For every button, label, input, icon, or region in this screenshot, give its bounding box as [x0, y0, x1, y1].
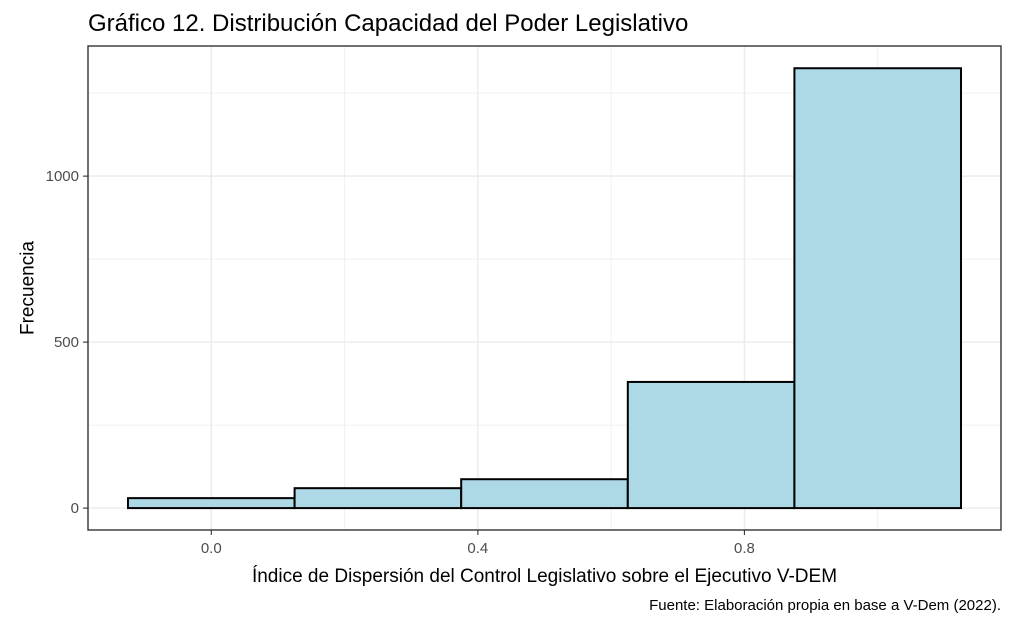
y-tick-label: 500: [54, 334, 79, 351]
histogram-bars: [126, 67, 963, 510]
chart-caption: Fuente: Elaboración propia en base a V-D…: [649, 597, 1001, 614]
axis-ticks: 0.0 0.4 0.8 0 500 1000: [46, 168, 755, 557]
histogram-bar-5: [793, 67, 963, 510]
chart-title: Gráfico 12. Distribución Capacidad del P…: [88, 10, 688, 37]
histogram-bar-1: [126, 497, 296, 510]
panel-border: [87, 45, 1002, 531]
x-tick-label: 0.4: [467, 540, 488, 557]
histogram-bar-3: [460, 478, 629, 510]
y-tick-label: 0: [71, 500, 79, 517]
histogram-bar-2: [293, 487, 463, 510]
x-axis-label: Índice de Dispersión del Control Legisla…: [252, 566, 837, 587]
y-tick-label: 1000: [46, 168, 79, 185]
x-tick-label: 0.0: [201, 540, 222, 557]
histogram-bar-4: [626, 380, 796, 510]
y-axis-label: Frecuencia: [18, 241, 39, 335]
x-tick-label: 0.8: [734, 540, 755, 557]
